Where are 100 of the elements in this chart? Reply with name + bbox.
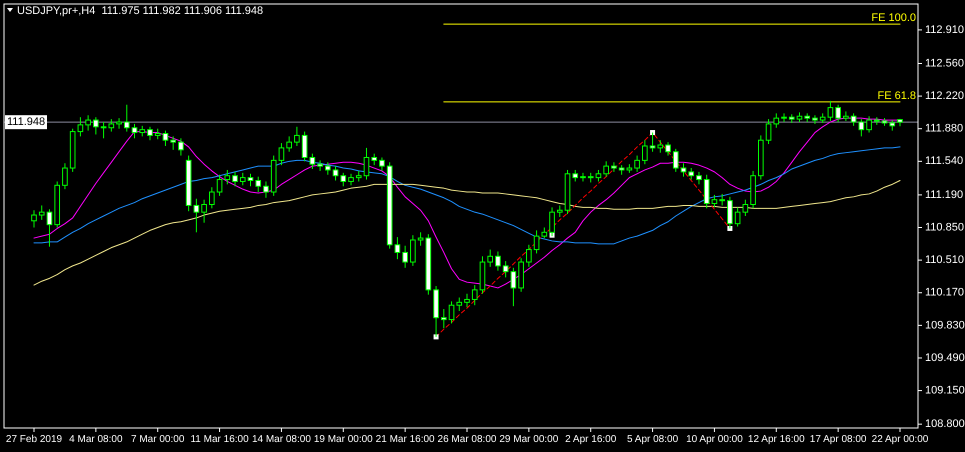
candlestick	[796, 112, 802, 122]
candlestick	[62, 162, 68, 190]
candlestick	[340, 172, 346, 187]
candlestick	[371, 153, 378, 166]
candlestick	[472, 284, 478, 306]
candlestick	[402, 245, 408, 268]
candlestick	[294, 126, 300, 146]
candlestick	[696, 171, 702, 185]
y-tick-label: 110.850	[925, 221, 964, 234]
x-tick-label: 17 Apr 08:00	[810, 434, 867, 445]
candlestick	[317, 160, 323, 172]
series-label: FE 61.8	[877, 90, 916, 102]
y-tick-label: 111.880	[925, 122, 964, 135]
candlestick	[572, 169, 578, 182]
candlestick	[108, 118, 114, 132]
candlestick	[727, 196, 733, 229]
ref-line-label: 111.948	[7, 116, 46, 128]
candlestick	[124, 104, 130, 132]
candlestick	[487, 249, 494, 268]
candlestick	[611, 162, 617, 172]
candlestick	[356, 170, 362, 182]
candlestick	[657, 140, 664, 154]
y-tick-label: 110.170	[925, 286, 964, 299]
candlestick	[248, 173, 254, 187]
candlestick	[418, 232, 424, 246]
candlestick	[78, 116, 84, 137]
candlestick	[332, 166, 338, 182]
candlestick	[719, 193, 725, 206]
candlestick	[348, 173, 354, 186]
candlestick	[866, 116, 872, 134]
point	[727, 226, 732, 231]
candlestick	[209, 186, 215, 209]
x-tick-label: 10 Apr 00:00	[686, 434, 744, 445]
candlestick	[510, 267, 516, 307]
x-tick-label: 22 Apr 00:00	[872, 434, 929, 445]
series-label: FE 100.0	[871, 12, 916, 24]
candlestick	[38, 204, 45, 220]
x-tick-label: 21 Mar 16:00	[376, 434, 436, 445]
x-tick-label: 26 Mar 08:00	[438, 434, 497, 445]
candlestick	[302, 131, 308, 162]
candlestick	[263, 180, 269, 198]
candlestick	[766, 118, 772, 145]
candlestick	[278, 142, 284, 166]
candlestick	[618, 164, 624, 176]
x-tick-label: 7 Mar 00:00	[131, 434, 185, 445]
candlestick	[132, 123, 138, 139]
candlestick	[170, 136, 176, 150]
candlestick	[688, 168, 694, 180]
y-tick-label: 110.510	[925, 254, 964, 266]
x-tick-label: 27 Feb 2019	[6, 434, 63, 445]
x-tick-label: 5 Apr 08:00	[626, 434, 679, 445]
x-tick-label: 14 Mar 08:00	[252, 434, 312, 445]
candlestick	[828, 100, 834, 122]
candlestick	[650, 132, 656, 152]
y-tick-label: 109.490	[925, 352, 965, 364]
point	[650, 130, 656, 136]
candlestick	[194, 198, 200, 233]
candlestick	[325, 162, 331, 176]
candlestick	[672, 148, 679, 172]
candlestick	[534, 230, 540, 254]
x-tick-label: 19 Mar 00:00	[314, 434, 374, 445]
candlestick	[394, 236, 400, 260]
candlestick	[742, 199, 748, 216]
x-tick-label: 11 Mar 16:00	[190, 434, 250, 445]
candlestick	[835, 104, 841, 122]
candlestick	[154, 128, 161, 140]
candlestick	[85, 114, 91, 132]
y-tick-label: 111.190	[925, 188, 964, 201]
candlestick	[773, 112, 780, 128]
candlestick	[410, 234, 416, 266]
y-tick-label: 108.800	[925, 418, 965, 430]
candlestick	[542, 227, 548, 239]
candlestick	[240, 172, 246, 186]
candlestick	[456, 297, 462, 312]
candlestick	[850, 112, 856, 126]
candlestick	[440, 308, 447, 329]
candlestick	[139, 125, 146, 137]
point	[434, 334, 439, 340]
candlestick	[680, 162, 686, 178]
candlestick	[310, 153, 316, 170]
chart-title: USDJPY,pr+,H4 111.975 111.982 111.906 111.948	[17, 5, 264, 17]
candlestick	[634, 155, 640, 172]
candlestick	[502, 260, 508, 278]
candlestick	[596, 169, 602, 182]
candlestick	[255, 176, 262, 193]
line-series	[34, 180, 900, 286]
candlestick	[734, 206, 740, 228]
candlestick	[201, 199, 207, 224]
y-tick-label: 109.830	[925, 319, 965, 332]
candlestick	[603, 160, 609, 178]
y-tick-label: 112.910	[925, 24, 964, 36]
candlestick	[665, 142, 671, 156]
candlestick	[526, 244, 532, 268]
candlestick	[364, 147, 370, 180]
candlestick	[556, 204, 563, 218]
candlestick	[162, 130, 168, 146]
y-tick-label: 109.150	[925, 384, 965, 396]
candlestick	[588, 172, 594, 183]
x-tick-label: 29 Mar 00:00	[499, 434, 559, 445]
candlestick	[448, 300, 454, 324]
